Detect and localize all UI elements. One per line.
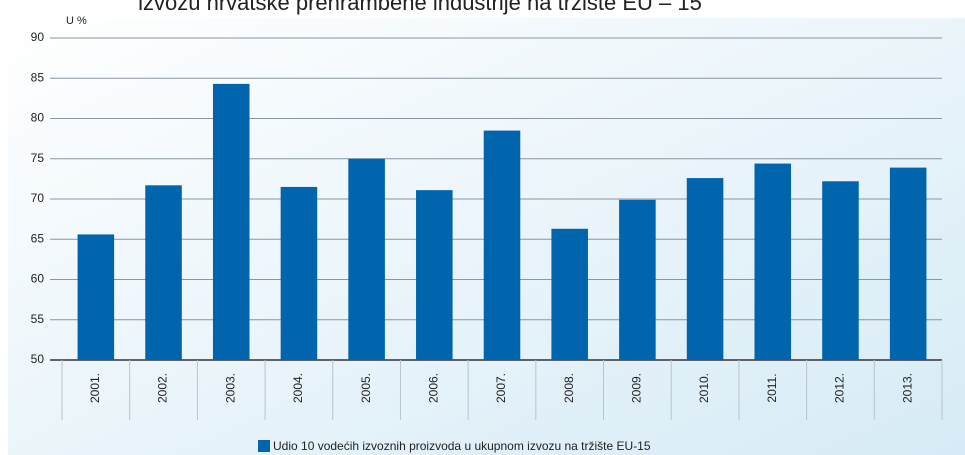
x-tick-label: 2008.	[562, 373, 576, 403]
x-tick-label: 2006.	[426, 373, 440, 403]
legend-label: Udio 10 vodećih izvoznih proizvoda u uku…	[273, 439, 651, 453]
bar	[483, 130, 521, 360]
y-tick-label: 65	[31, 231, 45, 245]
chart-title: izvozu hrvatske prehrambene industrije n…	[138, 0, 702, 15]
bar	[348, 158, 385, 360]
bar	[280, 186, 318, 360]
y-tick-label: 90	[31, 30, 45, 44]
bar	[754, 163, 792, 360]
bar	[822, 181, 859, 360]
x-tick-label: 2010.	[697, 373, 711, 403]
y-axis-label: U %	[66, 15, 87, 27]
bar	[686, 178, 724, 360]
y-tick-label: 55	[31, 312, 45, 326]
bar	[551, 228, 588, 360]
y-tick-label: 60	[31, 272, 45, 286]
x-tick-label: 2001.	[88, 373, 102, 403]
x-tick-label: 2005.	[359, 373, 373, 403]
bar	[77, 234, 115, 360]
y-tick-label: 85	[31, 70, 45, 84]
y-tick-label: 75	[31, 151, 45, 165]
y-tick-label: 50	[31, 352, 45, 366]
bar	[889, 167, 927, 360]
x-tick-label: 2004.	[291, 373, 305, 403]
x-tick-label: 2002.	[156, 373, 170, 403]
bar	[145, 185, 182, 360]
bar	[619, 199, 656, 360]
bar	[212, 83, 250, 360]
legend-swatch	[258, 440, 270, 452]
bar	[416, 190, 453, 360]
x-tick-label: 2009.	[630, 373, 644, 403]
x-tick-label: 2007.	[494, 373, 508, 403]
x-tick-label: 2003.	[223, 373, 237, 403]
x-tick-label: 2013.	[900, 373, 914, 403]
y-tick-label: 70	[31, 191, 45, 205]
y-tick-label: 80	[31, 111, 45, 125]
x-tick-label: 2011.	[765, 373, 779, 402]
x-tick-label: 2012.	[833, 373, 847, 403]
